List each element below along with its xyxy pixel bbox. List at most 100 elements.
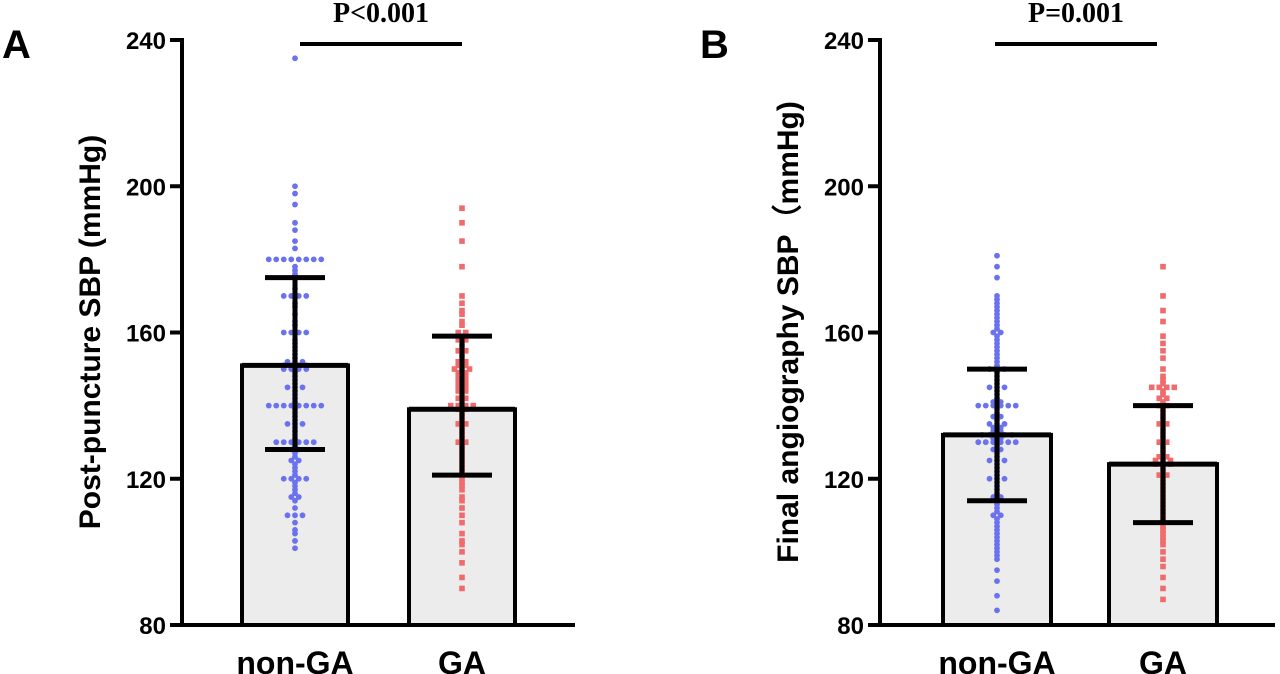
point-non-ga bbox=[292, 201, 298, 208]
point-non-ga bbox=[975, 402, 982, 409]
point-ga bbox=[459, 538, 465, 544]
point-ga bbox=[1160, 388, 1166, 394]
point-non-ga bbox=[292, 472, 298, 478]
point-non-ga bbox=[288, 256, 295, 263]
point-non-ga bbox=[292, 190, 298, 197]
point-ga bbox=[459, 585, 465, 592]
point-ga bbox=[459, 497, 465, 504]
point-non-ga bbox=[986, 457, 993, 464]
point-ga bbox=[462, 337, 469, 343]
point-ga bbox=[1160, 534, 1166, 541]
point-ga bbox=[1160, 530, 1166, 537]
point-non-ga bbox=[288, 475, 295, 482]
point-ga bbox=[459, 293, 465, 299]
point-non-ga bbox=[265, 402, 272, 409]
point-non-ga bbox=[303, 293, 310, 299]
y-tick-label-80: 80 bbox=[837, 613, 864, 640]
p-value-a: P<0.001 bbox=[333, 0, 429, 29]
point-ga bbox=[1160, 556, 1166, 562]
point-non-ga bbox=[303, 475, 310, 482]
point-non-ga bbox=[982, 402, 989, 409]
point-ga bbox=[1160, 563, 1166, 570]
point-non-ga bbox=[303, 439, 310, 446]
point-non-ga bbox=[295, 256, 302, 263]
panel-b: B Final angiography SBP（mmHg) 80 120 160 20… bbox=[700, 0, 1275, 674]
x-tick-label-ga: GA bbox=[1139, 645, 1187, 674]
point-non-ga bbox=[994, 274, 1000, 281]
point-ga bbox=[455, 402, 462, 409]
point-ga bbox=[462, 329, 469, 336]
point-non-ga bbox=[997, 512, 1004, 519]
point-non-ga bbox=[280, 329, 287, 336]
point-non-ga bbox=[280, 439, 287, 446]
y-ticks-b: 80 120 160 200 240 bbox=[824, 28, 880, 640]
point-ga bbox=[1156, 421, 1163, 427]
point-ga bbox=[462, 402, 469, 409]
y-ticks-a: 80 120 160 200 240 bbox=[126, 28, 182, 640]
p-value-b: P=0.001 bbox=[1028, 0, 1124, 29]
point-ga bbox=[459, 512, 465, 519]
point-non-ga bbox=[318, 256, 325, 263]
y-tick-label-160: 160 bbox=[126, 321, 166, 348]
point-ga bbox=[459, 574, 465, 581]
point-ga bbox=[455, 421, 462, 427]
point-ga bbox=[1163, 421, 1170, 427]
y-axis-label-b: Final angiography SBP（mmHg) bbox=[771, 101, 805, 563]
point-ga bbox=[455, 384, 462, 391]
y-tick-label-200: 200 bbox=[824, 174, 864, 201]
point-non-ga bbox=[310, 439, 317, 446]
point-ga bbox=[1163, 454, 1170, 460]
point-non-ga bbox=[284, 421, 291, 427]
point-ga bbox=[1160, 307, 1166, 314]
point-ga bbox=[455, 347, 462, 354]
point-ga bbox=[447, 402, 454, 409]
point-non-ga bbox=[986, 421, 993, 427]
point-non-ga bbox=[280, 256, 287, 263]
point-ga bbox=[1156, 472, 1163, 478]
point-ga bbox=[459, 238, 465, 244]
point-non-ga bbox=[280, 402, 287, 409]
point-non-ga bbox=[292, 219, 298, 226]
x-ticks-b: non-GA GA bbox=[938, 645, 1187, 674]
point-ga bbox=[462, 421, 469, 427]
point-ga bbox=[1160, 340, 1166, 347]
point-ga bbox=[455, 373, 462, 380]
point-ga bbox=[459, 519, 465, 526]
point-non-ga bbox=[265, 256, 272, 263]
point-ga bbox=[455, 380, 462, 387]
point-non-ga bbox=[982, 439, 989, 446]
panel-letter-a: A bbox=[2, 23, 31, 67]
point-ga bbox=[1163, 472, 1170, 478]
point-ga bbox=[1160, 574, 1166, 581]
point-ga bbox=[1163, 384, 1170, 391]
point-non-ga bbox=[273, 402, 280, 409]
panel-letter-b: B bbox=[700, 23, 729, 67]
panel-a: A Post-puncture SBP (mmHg) 80 120 160 200 24… bbox=[2, 0, 575, 674]
point-non-ga bbox=[990, 512, 997, 519]
point-non-ga bbox=[310, 402, 317, 409]
point-non-ga bbox=[1005, 439, 1012, 446]
point-ga bbox=[1160, 293, 1166, 299]
point-ga bbox=[462, 362, 469, 369]
point-non-ga bbox=[990, 329, 997, 336]
point-non-ga bbox=[994, 252, 1000, 259]
point-ga bbox=[1160, 538, 1166, 544]
point-ga bbox=[462, 384, 469, 391]
point-ga bbox=[1167, 457, 1174, 464]
point-ga bbox=[1171, 384, 1178, 391]
y-tick-label-160: 160 bbox=[824, 321, 864, 348]
point-ga bbox=[1160, 366, 1166, 372]
point-non-ga bbox=[288, 457, 295, 464]
point-non-ga bbox=[295, 457, 302, 464]
point-ga bbox=[462, 358, 469, 365]
point-ga bbox=[1156, 454, 1163, 460]
point-ga bbox=[462, 395, 469, 402]
point-ga bbox=[462, 377, 469, 383]
point-non-ga bbox=[292, 227, 298, 234]
y-tick-label-240: 240 bbox=[824, 28, 864, 55]
point-non-ga bbox=[292, 183, 298, 190]
point-ga bbox=[455, 439, 462, 445]
point-ga bbox=[455, 369, 462, 376]
point-non-ga bbox=[292, 245, 298, 252]
